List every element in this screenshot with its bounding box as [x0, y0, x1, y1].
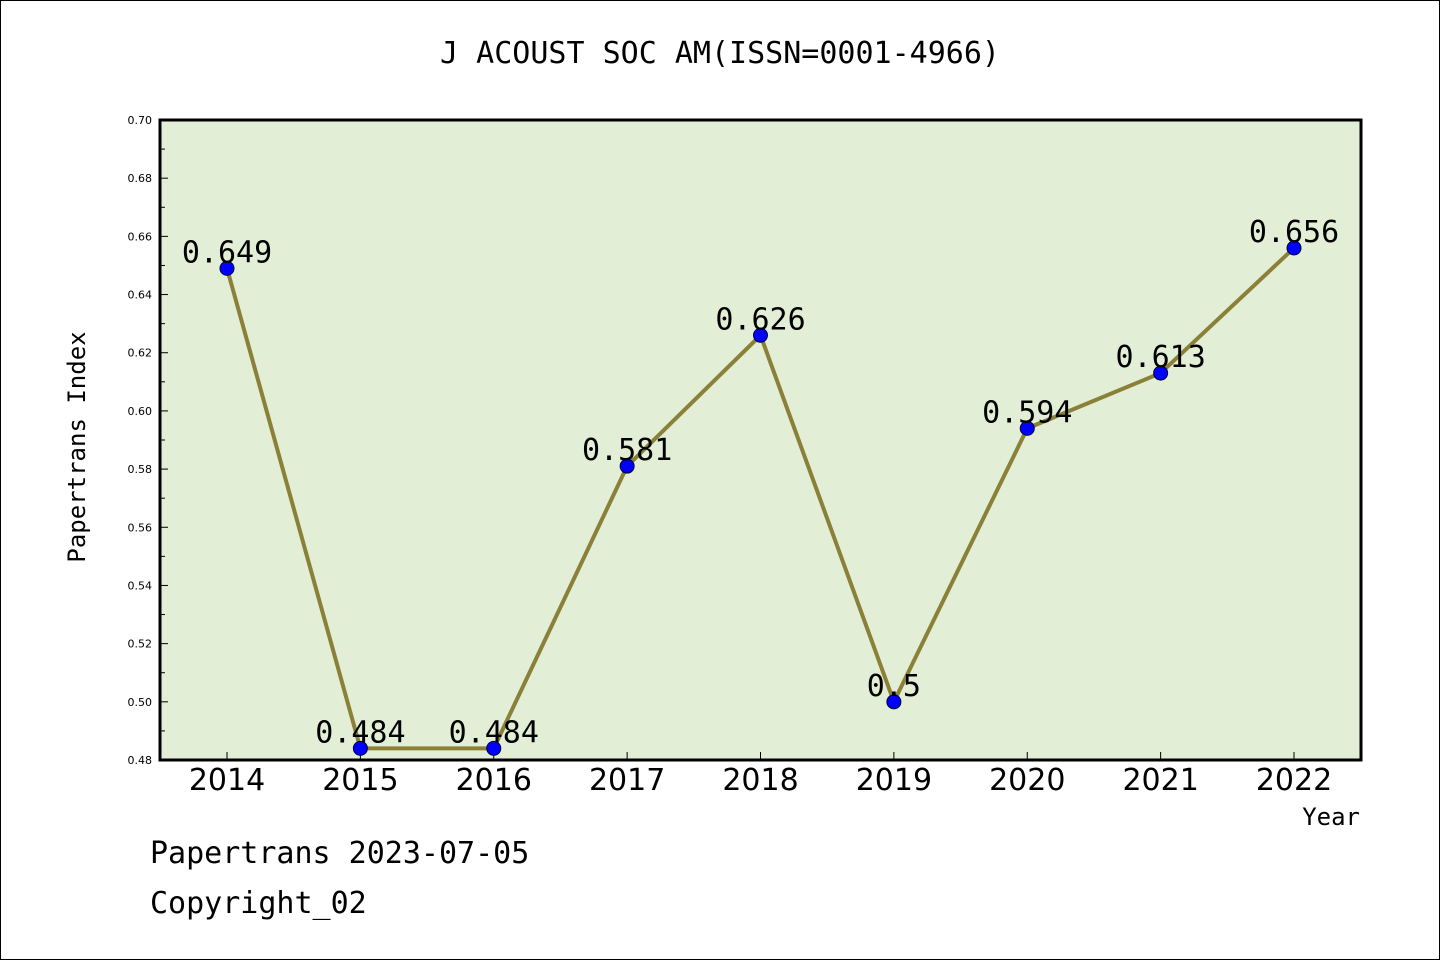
y-tick-label: 0.56: [128, 521, 153, 534]
x-tick-label: 2016: [456, 763, 532, 798]
y-tick-label: 0.64: [128, 289, 153, 302]
data-point: [619, 458, 635, 474]
data-label: 0.581: [582, 433, 672, 468]
data-point: [486, 740, 502, 756]
x-tick-label: 2022: [1256, 763, 1332, 798]
y-tick-label: 0.54: [128, 579, 153, 592]
y-tick-label: 0.58: [128, 463, 153, 476]
x-tick-label: 2018: [722, 763, 798, 798]
data-labels: 0.649 0.484 0.484 0.581 0.626 0.5 0.594 0.613 0.…: [182, 215, 1339, 750]
plot-area: [158, 118, 1363, 762]
y-tick-label: 0.68: [128, 172, 153, 185]
data-point: [1153, 365, 1169, 381]
y-axis: 0.48 0.50 0.52 0.54 0.56 0.58 0.60 0.62 0.64 0.66…: [128, 114, 168, 767]
data-point: [753, 327, 768, 343]
y-tick-label: 0.50: [128, 696, 153, 709]
data-label: 0.594: [982, 395, 1072, 430]
y-tick-label: 0.62: [128, 347, 153, 360]
y-tick-label: 0.66: [128, 230, 153, 243]
x-axis-label: Year: [1302, 803, 1360, 831]
data-markers: [219, 240, 1302, 756]
y-tick-label: 0.70: [128, 114, 153, 127]
data-label: 0.656: [1249, 215, 1339, 250]
data-point: [1019, 420, 1035, 436]
footer-copyright: Copyright_02: [150, 886, 367, 921]
x-tick-label: 2017: [589, 763, 665, 798]
data-point: [886, 694, 902, 710]
x-tick-label: 2014: [189, 763, 265, 798]
data-point: [219, 260, 235, 276]
data-point: [352, 740, 368, 756]
data-label: 0.484: [315, 715, 405, 750]
x-axis: 2014 2015 2016 2017 2018 2019 2020 2021 2022: [189, 752, 1332, 798]
footer-date: Papertrans 2023-07-05: [150, 836, 530, 871]
x-tick-label: 2019: [856, 763, 932, 798]
data-label: 0.613: [1115, 340, 1205, 375]
y-tick-label: 0.60: [128, 405, 153, 418]
data-label: 0.5: [867, 669, 921, 704]
x-tick-label: 2015: [322, 763, 398, 798]
x-tick-label: 2020: [989, 763, 1065, 798]
data-label: 0.484: [449, 715, 539, 750]
y-axis-label: Papertrans Index: [63, 331, 91, 562]
data-label: 0.649: [182, 235, 272, 270]
data-label: 0.626: [715, 302, 805, 337]
data-point: [1286, 240, 1302, 256]
x-tick-label: 2021: [1122, 763, 1198, 798]
y-tick-label: 0.52: [128, 638, 153, 651]
y-tick-label: 0.48: [128, 754, 153, 767]
chart-title: J ACOUST SOC AM(ISSN=0001-4966): [440, 36, 1000, 71]
